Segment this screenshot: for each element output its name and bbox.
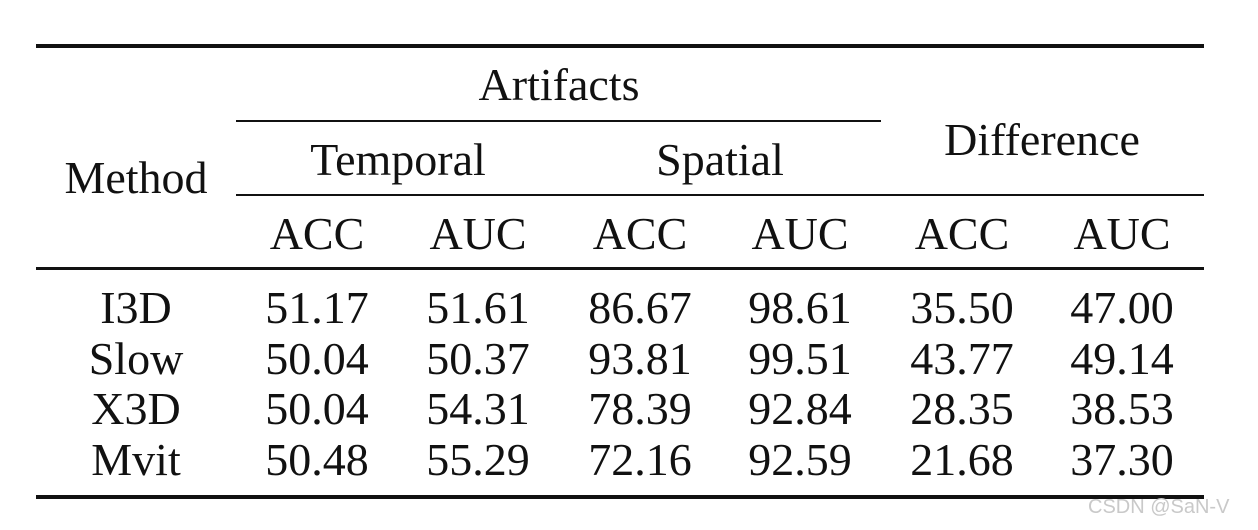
subheader-spatial-acc: ACC bbox=[592, 208, 688, 259]
subheader-temporal-acc: ACC bbox=[269, 208, 365, 259]
header-spatial: Spatial bbox=[656, 134, 784, 185]
table-cell: 49.14 bbox=[1070, 333, 1174, 384]
table-cell: 50.37 bbox=[426, 333, 530, 384]
table-cell: 86.67 bbox=[588, 282, 692, 333]
table-cell: 99.51 bbox=[748, 333, 852, 384]
table-row-method: Mvit bbox=[91, 434, 181, 485]
table-cell: 28.35 bbox=[910, 383, 1014, 434]
table-row-method: I3D bbox=[100, 282, 172, 333]
subheader-spatial-auc: AUC bbox=[751, 208, 849, 259]
table-row-method: X3D bbox=[91, 383, 181, 434]
table-cell: 50.04 bbox=[265, 383, 369, 434]
header-temporal: Temporal bbox=[310, 134, 486, 185]
table-cell: 98.61 bbox=[748, 282, 852, 333]
subheader-difference-acc: ACC bbox=[914, 208, 1010, 259]
table-cell: 93.81 bbox=[588, 333, 692, 384]
table-cell: 50.04 bbox=[265, 333, 369, 384]
table-cell: 43.77 bbox=[910, 333, 1014, 384]
header-bottom-rule bbox=[36, 267, 1204, 270]
table-cell: 37.30 bbox=[1070, 434, 1174, 485]
watermark: CSDN @SaN-V bbox=[1088, 496, 1230, 518]
table-cell: 92.84 bbox=[748, 383, 852, 434]
subheader-temporal-auc: AUC bbox=[429, 208, 527, 259]
table-cell: 92.59 bbox=[748, 434, 852, 485]
top-rule bbox=[36, 44, 1204, 48]
group-underline bbox=[236, 194, 1204, 196]
table-cell: 51.61 bbox=[426, 282, 530, 333]
table-cell: 35.50 bbox=[910, 282, 1014, 333]
artifacts-underline bbox=[236, 120, 881, 122]
table-cell: 51.17 bbox=[265, 282, 369, 333]
header-method: Method bbox=[64, 152, 208, 203]
table-cell: 78.39 bbox=[588, 383, 692, 434]
header-artifacts: Artifacts bbox=[478, 59, 640, 110]
table-cell: 55.29 bbox=[426, 434, 530, 485]
table-cell: 21.68 bbox=[910, 434, 1014, 485]
table-cell: 38.53 bbox=[1070, 383, 1174, 434]
table-cell: 47.00 bbox=[1070, 282, 1174, 333]
table-cell: 50.48 bbox=[265, 434, 369, 485]
header-difference: Difference bbox=[944, 114, 1140, 165]
bottom-rule bbox=[36, 495, 1204, 499]
table-cell: 54.31 bbox=[426, 383, 530, 434]
table-row-method: Slow bbox=[88, 333, 184, 384]
table-cell: 72.16 bbox=[588, 434, 692, 485]
subheader-difference-auc: AUC bbox=[1073, 208, 1171, 259]
